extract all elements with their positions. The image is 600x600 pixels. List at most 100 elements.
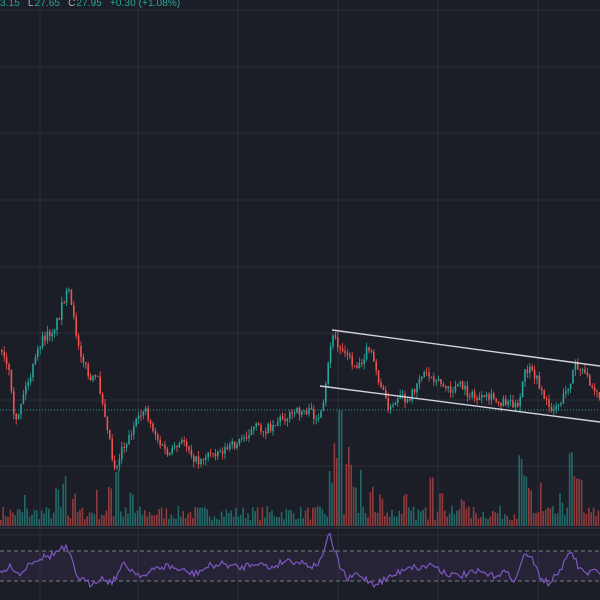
candle-body bbox=[569, 383, 572, 389]
candle-body bbox=[584, 369, 586, 374]
volume-bar bbox=[319, 506, 321, 526]
candle-body bbox=[368, 347, 370, 351]
candle-body bbox=[500, 402, 502, 407]
candle-body bbox=[425, 372, 428, 374]
volume-bar bbox=[278, 517, 280, 526]
candle-body bbox=[161, 444, 164, 446]
candle-body bbox=[543, 390, 545, 399]
volume-bar bbox=[50, 518, 52, 526]
volume-bar bbox=[12, 512, 14, 526]
candle-body bbox=[586, 373, 589, 376]
candle-body bbox=[471, 391, 473, 397]
candle-body bbox=[22, 394, 25, 404]
volume-bar bbox=[160, 507, 163, 526]
volume-bar bbox=[326, 516, 328, 526]
candle-body bbox=[13, 391, 15, 414]
candle-body bbox=[3, 351, 5, 357]
volume-bar bbox=[132, 494, 134, 526]
candle-body bbox=[257, 423, 260, 425]
close-label: C bbox=[68, 0, 76, 9]
volume-bar bbox=[336, 457, 338, 526]
volume-bar bbox=[307, 507, 309, 526]
volume-bar bbox=[36, 510, 38, 526]
candle-body bbox=[375, 361, 377, 371]
volume-bar bbox=[398, 510, 400, 526]
candle-body bbox=[418, 379, 421, 384]
candle-body bbox=[577, 362, 579, 370]
candle-body bbox=[29, 377, 32, 382]
candle-body bbox=[495, 398, 497, 402]
volume-bar bbox=[511, 519, 513, 526]
volume-bar bbox=[249, 520, 252, 526]
volume-bar bbox=[439, 493, 441, 526]
volume-bar bbox=[237, 516, 240, 526]
volume-bar bbox=[81, 507, 84, 526]
volume-bar bbox=[417, 509, 420, 526]
candle-body bbox=[533, 369, 536, 379]
volume-bar bbox=[302, 518, 304, 526]
candle-body bbox=[233, 441, 236, 448]
volume-bar bbox=[290, 510, 292, 526]
volume-bar bbox=[333, 443, 336, 526]
candle-body bbox=[157, 434, 159, 440]
volume-bar bbox=[554, 513, 556, 526]
volume-bar bbox=[124, 507, 127, 526]
volume-bar bbox=[480, 517, 482, 526]
volume-bar bbox=[26, 508, 28, 526]
candle-body bbox=[478, 397, 481, 400]
candle-body bbox=[212, 453, 214, 455]
volume-bar bbox=[374, 512, 376, 526]
candle-body bbox=[221, 451, 224, 454]
volume-bar bbox=[242, 507, 244, 526]
volume-bar bbox=[271, 510, 273, 526]
volume-bar bbox=[235, 507, 237, 526]
volume-bar bbox=[436, 511, 439, 526]
volume-bar bbox=[96, 489, 98, 526]
volume-bar bbox=[360, 469, 362, 526]
volume-bar bbox=[16, 509, 19, 526]
candle-body bbox=[10, 370, 13, 392]
volume-bar bbox=[309, 519, 312, 526]
volume-bar bbox=[216, 518, 218, 526]
volume-bar bbox=[103, 515, 105, 526]
volume-bar bbox=[525, 476, 528, 526]
candle-body bbox=[46, 331, 49, 341]
volume-bar bbox=[28, 516, 31, 526]
volume-bar bbox=[129, 492, 132, 526]
volume-bar bbox=[338, 410, 340, 526]
candle-body bbox=[502, 398, 505, 407]
volume-bar bbox=[69, 517, 72, 526]
volume-bar bbox=[225, 509, 228, 526]
volume-bar bbox=[158, 508, 160, 526]
volume-bar bbox=[415, 519, 417, 526]
volume-bar bbox=[112, 516, 115, 526]
candle-body bbox=[557, 405, 560, 406]
candle-body bbox=[123, 447, 125, 448]
volume-bar bbox=[472, 507, 475, 526]
candle-body bbox=[25, 385, 27, 395]
candle-body bbox=[245, 437, 248, 439]
volume-bar bbox=[268, 512, 271, 526]
volume-bar bbox=[405, 493, 408, 526]
candle-body bbox=[80, 346, 82, 357]
volume-bar bbox=[496, 513, 499, 526]
candle-body bbox=[445, 386, 447, 389]
candle-body bbox=[217, 451, 219, 457]
candle-body bbox=[106, 417, 109, 430]
volume-bar bbox=[172, 517, 175, 526]
volume-bar bbox=[259, 519, 261, 526]
change-value: +0.30 (+1.08%) bbox=[109, 0, 181, 9]
candle-body bbox=[526, 369, 529, 373]
volume-bar bbox=[33, 510, 36, 526]
volume-bar bbox=[381, 498, 384, 526]
volume-bar bbox=[139, 506, 141, 526]
candle-body bbox=[497, 401, 500, 403]
volume-bar bbox=[52, 512, 55, 526]
volume-bar bbox=[348, 446, 350, 526]
volume-bar bbox=[201, 507, 204, 526]
volume-bar bbox=[391, 509, 393, 526]
candle-body bbox=[63, 302, 65, 304]
candle-body bbox=[113, 460, 116, 469]
volume-bar bbox=[508, 519, 511, 526]
